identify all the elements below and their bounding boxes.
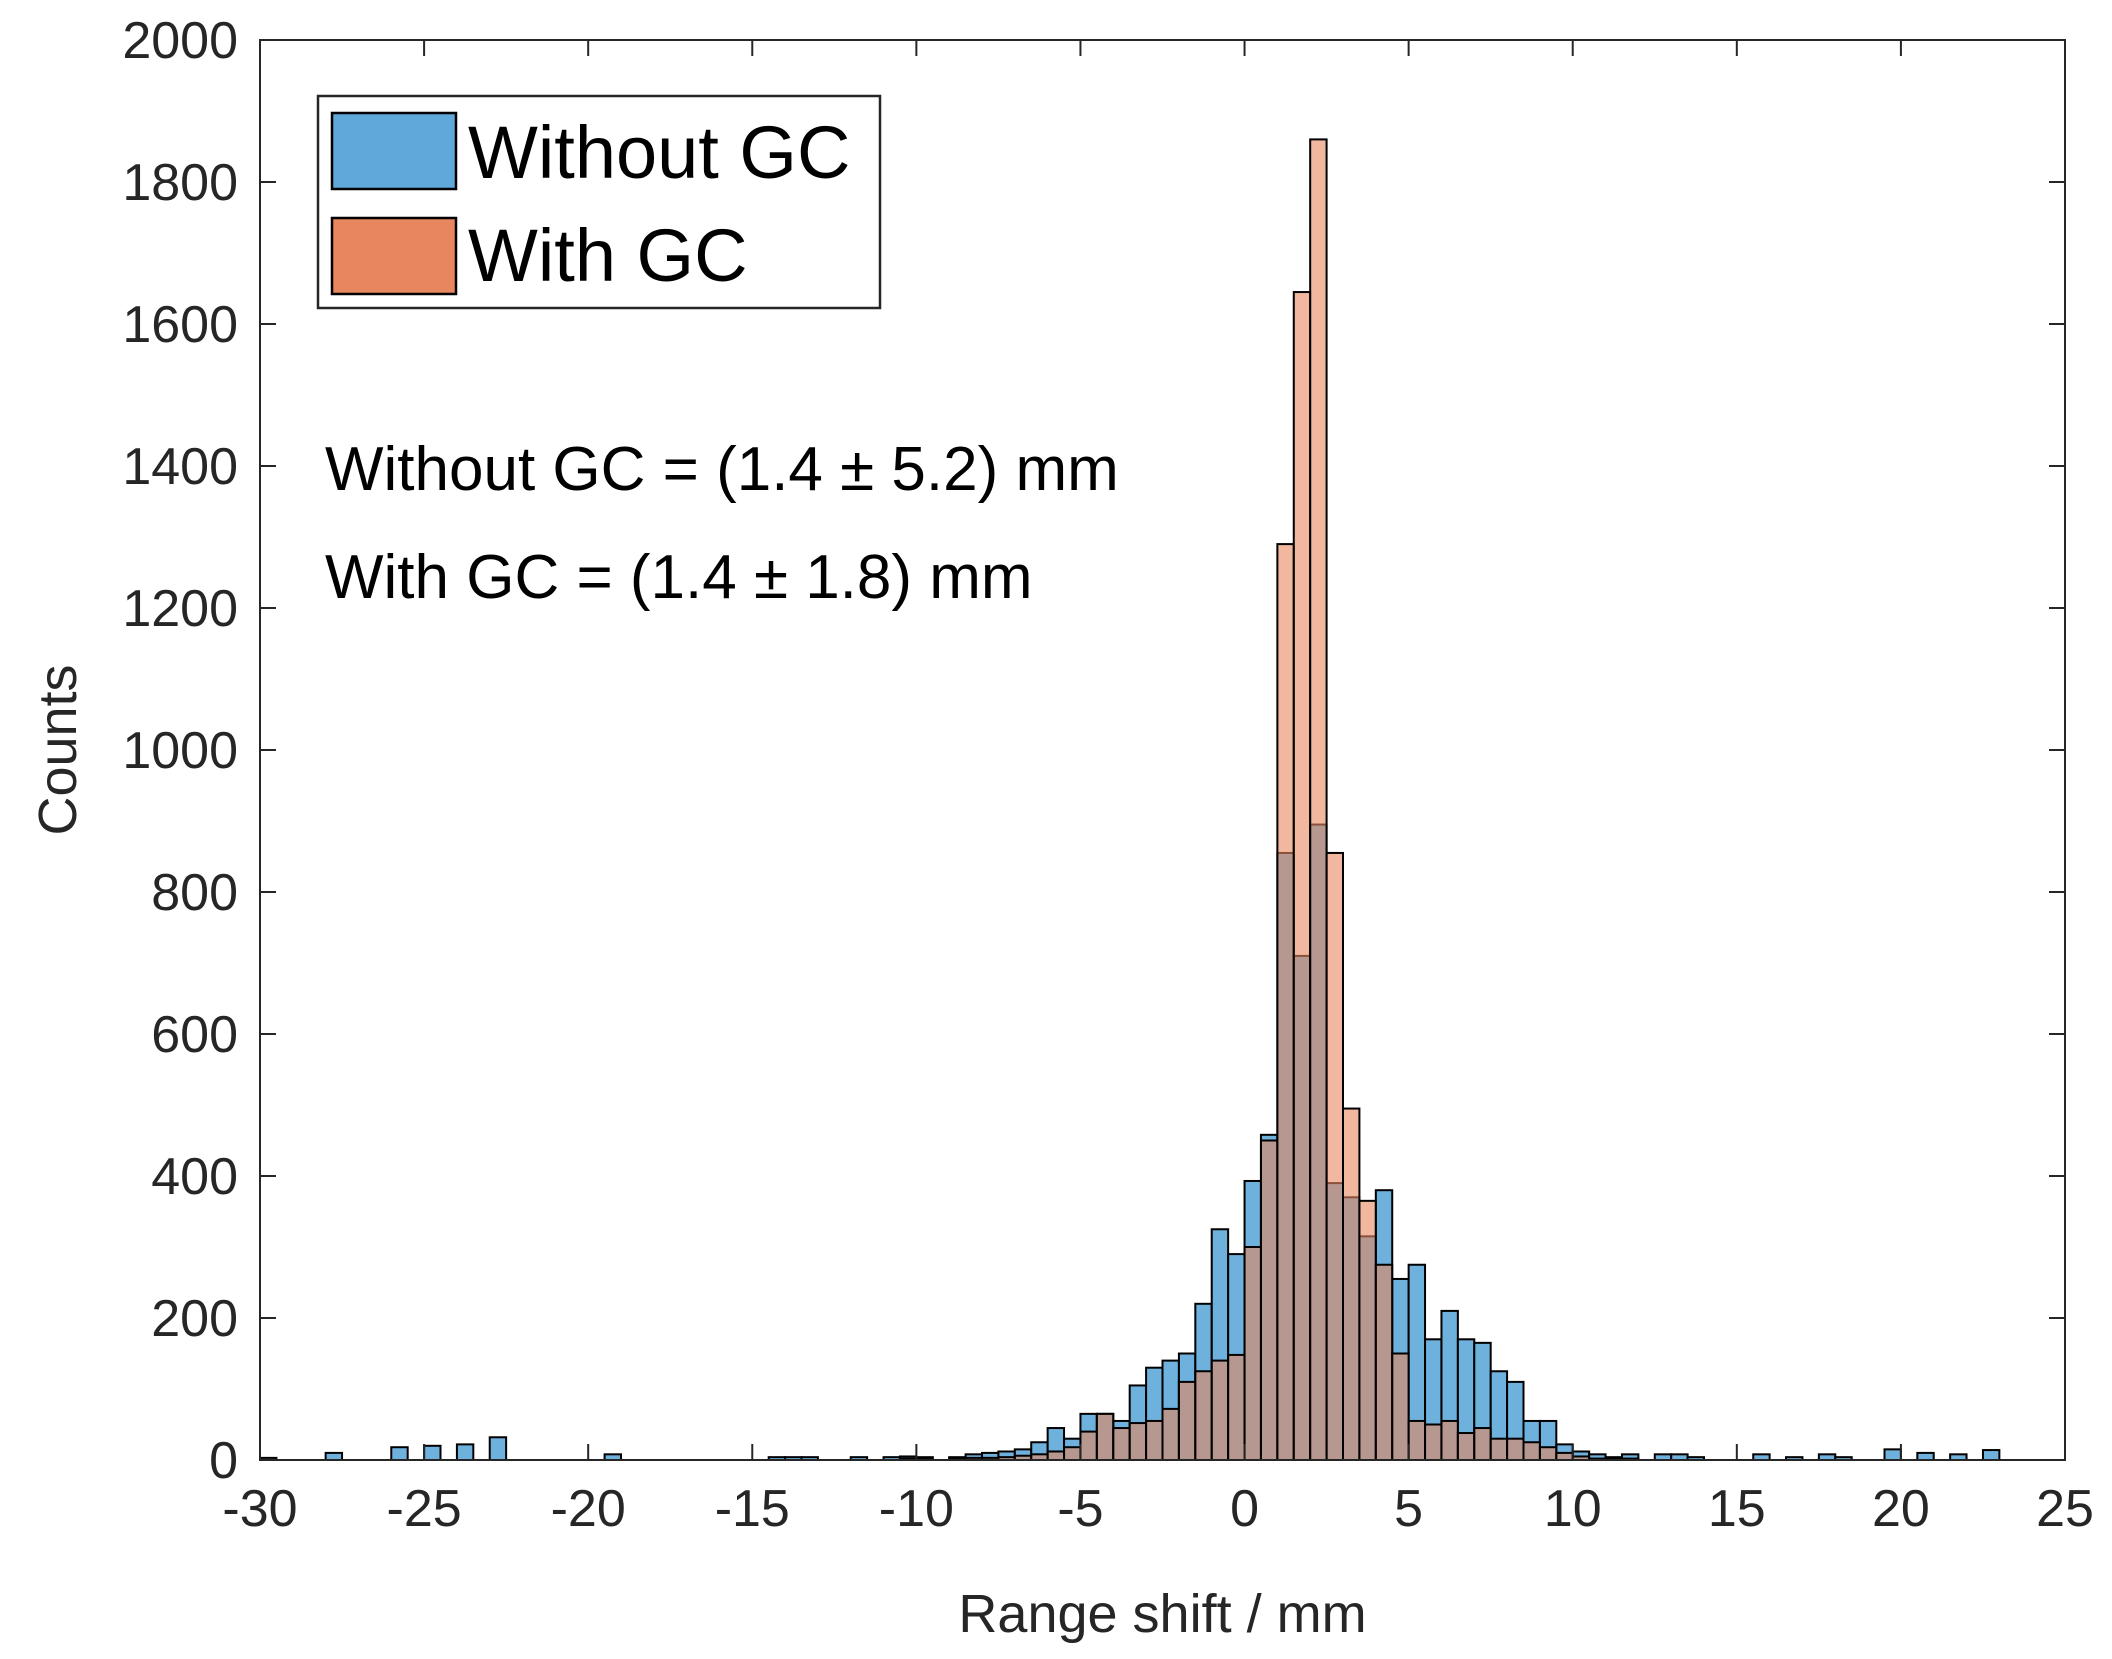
annotation-without-gc: Without GC = (1.4 ± 5.2) mm (325, 435, 1119, 504)
x-tick-label: 20 (1872, 1480, 1930, 1538)
y-tick-label: 1800 (122, 154, 238, 212)
x-tick-label: -20 (551, 1480, 626, 1538)
histogram-bar (1456, 1432, 1476, 1462)
y-tick-label: 1600 (122, 296, 238, 354)
histogram-bar (1538, 1446, 1558, 1461)
y-tick-label: 2000 (122, 12, 238, 70)
x-tick-label: -15 (715, 1480, 790, 1538)
histogram-bar (1276, 543, 1295, 1461)
legend-label-with-gc: With GC (468, 214, 748, 297)
histogram-bar (324, 1451, 344, 1462)
histogram-bar (1374, 1263, 1394, 1461)
histogram-bar (1342, 1107, 1361, 1462)
histogram-bar (1522, 1441, 1541, 1461)
y-tick-label: 800 (151, 864, 238, 922)
y-axis-title: Counts (28, 664, 88, 835)
histogram-bar (1227, 1353, 1246, 1462)
x-tick-label: 10 (1544, 1480, 1602, 1538)
x-axis-title: Range shift / mm (958, 1584, 1366, 1644)
x-tick-label: -30 (222, 1480, 297, 1538)
y-tick-label: 1000 (122, 722, 238, 780)
histogram-bar (1473, 1427, 1492, 1462)
histogram-bar (455, 1443, 475, 1462)
y-tick-label: 600 (151, 1006, 238, 1064)
legend-swatch-with-gc (330, 216, 458, 296)
histogram-bar (488, 1436, 508, 1462)
histogram-bar (1407, 1419, 1427, 1461)
histogram-bar (390, 1446, 409, 1461)
y-tick-label: 400 (151, 1148, 238, 1206)
histogram-bar (1112, 1427, 1131, 1462)
histogram-bar (1883, 1448, 1902, 1461)
histogram-bar (1292, 291, 1312, 1461)
bars-layer (259, 138, 2001, 1462)
histogram-bar (1161, 1407, 1180, 1462)
y-tick-label: 0 (209, 1432, 238, 1490)
histogram-bar (1489, 1437, 1509, 1461)
histogram-bar (1128, 1422, 1148, 1461)
legend: Without GC With GC (316, 94, 882, 310)
histogram-bar (1981, 1449, 2001, 1462)
legend-label-without-gc: Without GC (468, 111, 850, 194)
y-tick-label: 1400 (122, 438, 238, 496)
y-tick-label: 200 (151, 1290, 238, 1348)
histogram-bar (423, 1444, 442, 1462)
histogram-bar (1916, 1451, 1935, 1462)
x-tick-label: 5 (1394, 1480, 1423, 1538)
histogram-bar (1424, 1423, 1443, 1461)
histogram-bar (1358, 1199, 1377, 1461)
histogram-bar (1391, 1352, 1410, 1461)
histogram-bar (1095, 1412, 1115, 1461)
histogram-bar (1210, 1359, 1230, 1461)
histogram-bar (1063, 1446, 1082, 1461)
legend-swatch-without-gc (330, 111, 458, 191)
x-tick-label: 15 (1708, 1480, 1766, 1538)
histogram-bar (1309, 138, 1328, 1461)
histogram-bar (1145, 1419, 1164, 1461)
histogram-bar (1440, 1419, 1459, 1461)
annotation-with-gc: With GC = (1.4 ± 1.8) mm (325, 543, 1033, 612)
histogram-bar (1259, 1139, 1279, 1461)
x-tick-label: -5 (1057, 1480, 1103, 1538)
histogram-bar (1194, 1370, 1213, 1461)
histogram-bar (1325, 851, 1345, 1461)
tick-labels-layer: -30 -25 -20 -15 -10 -5 0 5 10 15 20 25 0 200 400 600 800… (122, 12, 2094, 1538)
plot-frame (259, 39, 2066, 1461)
histogram-bar (1079, 1430, 1098, 1461)
histogram-bar (1243, 1246, 1262, 1461)
y-tick-label: 1200 (122, 580, 238, 638)
histogram-bar (1177, 1380, 1197, 1462)
histogram-bar (1046, 1450, 1066, 1461)
histogram-bar (1506, 1437, 1525, 1461)
series-with-gc (898, 138, 1640, 1462)
x-tick-label: 25 (2036, 1480, 2094, 1538)
x-tick-label: 0 (1230, 1480, 1259, 1538)
x-tick-label: -25 (387, 1480, 462, 1538)
histogram-bar (1555, 1451, 1574, 1462)
x-tick-label: -10 (879, 1480, 954, 1538)
